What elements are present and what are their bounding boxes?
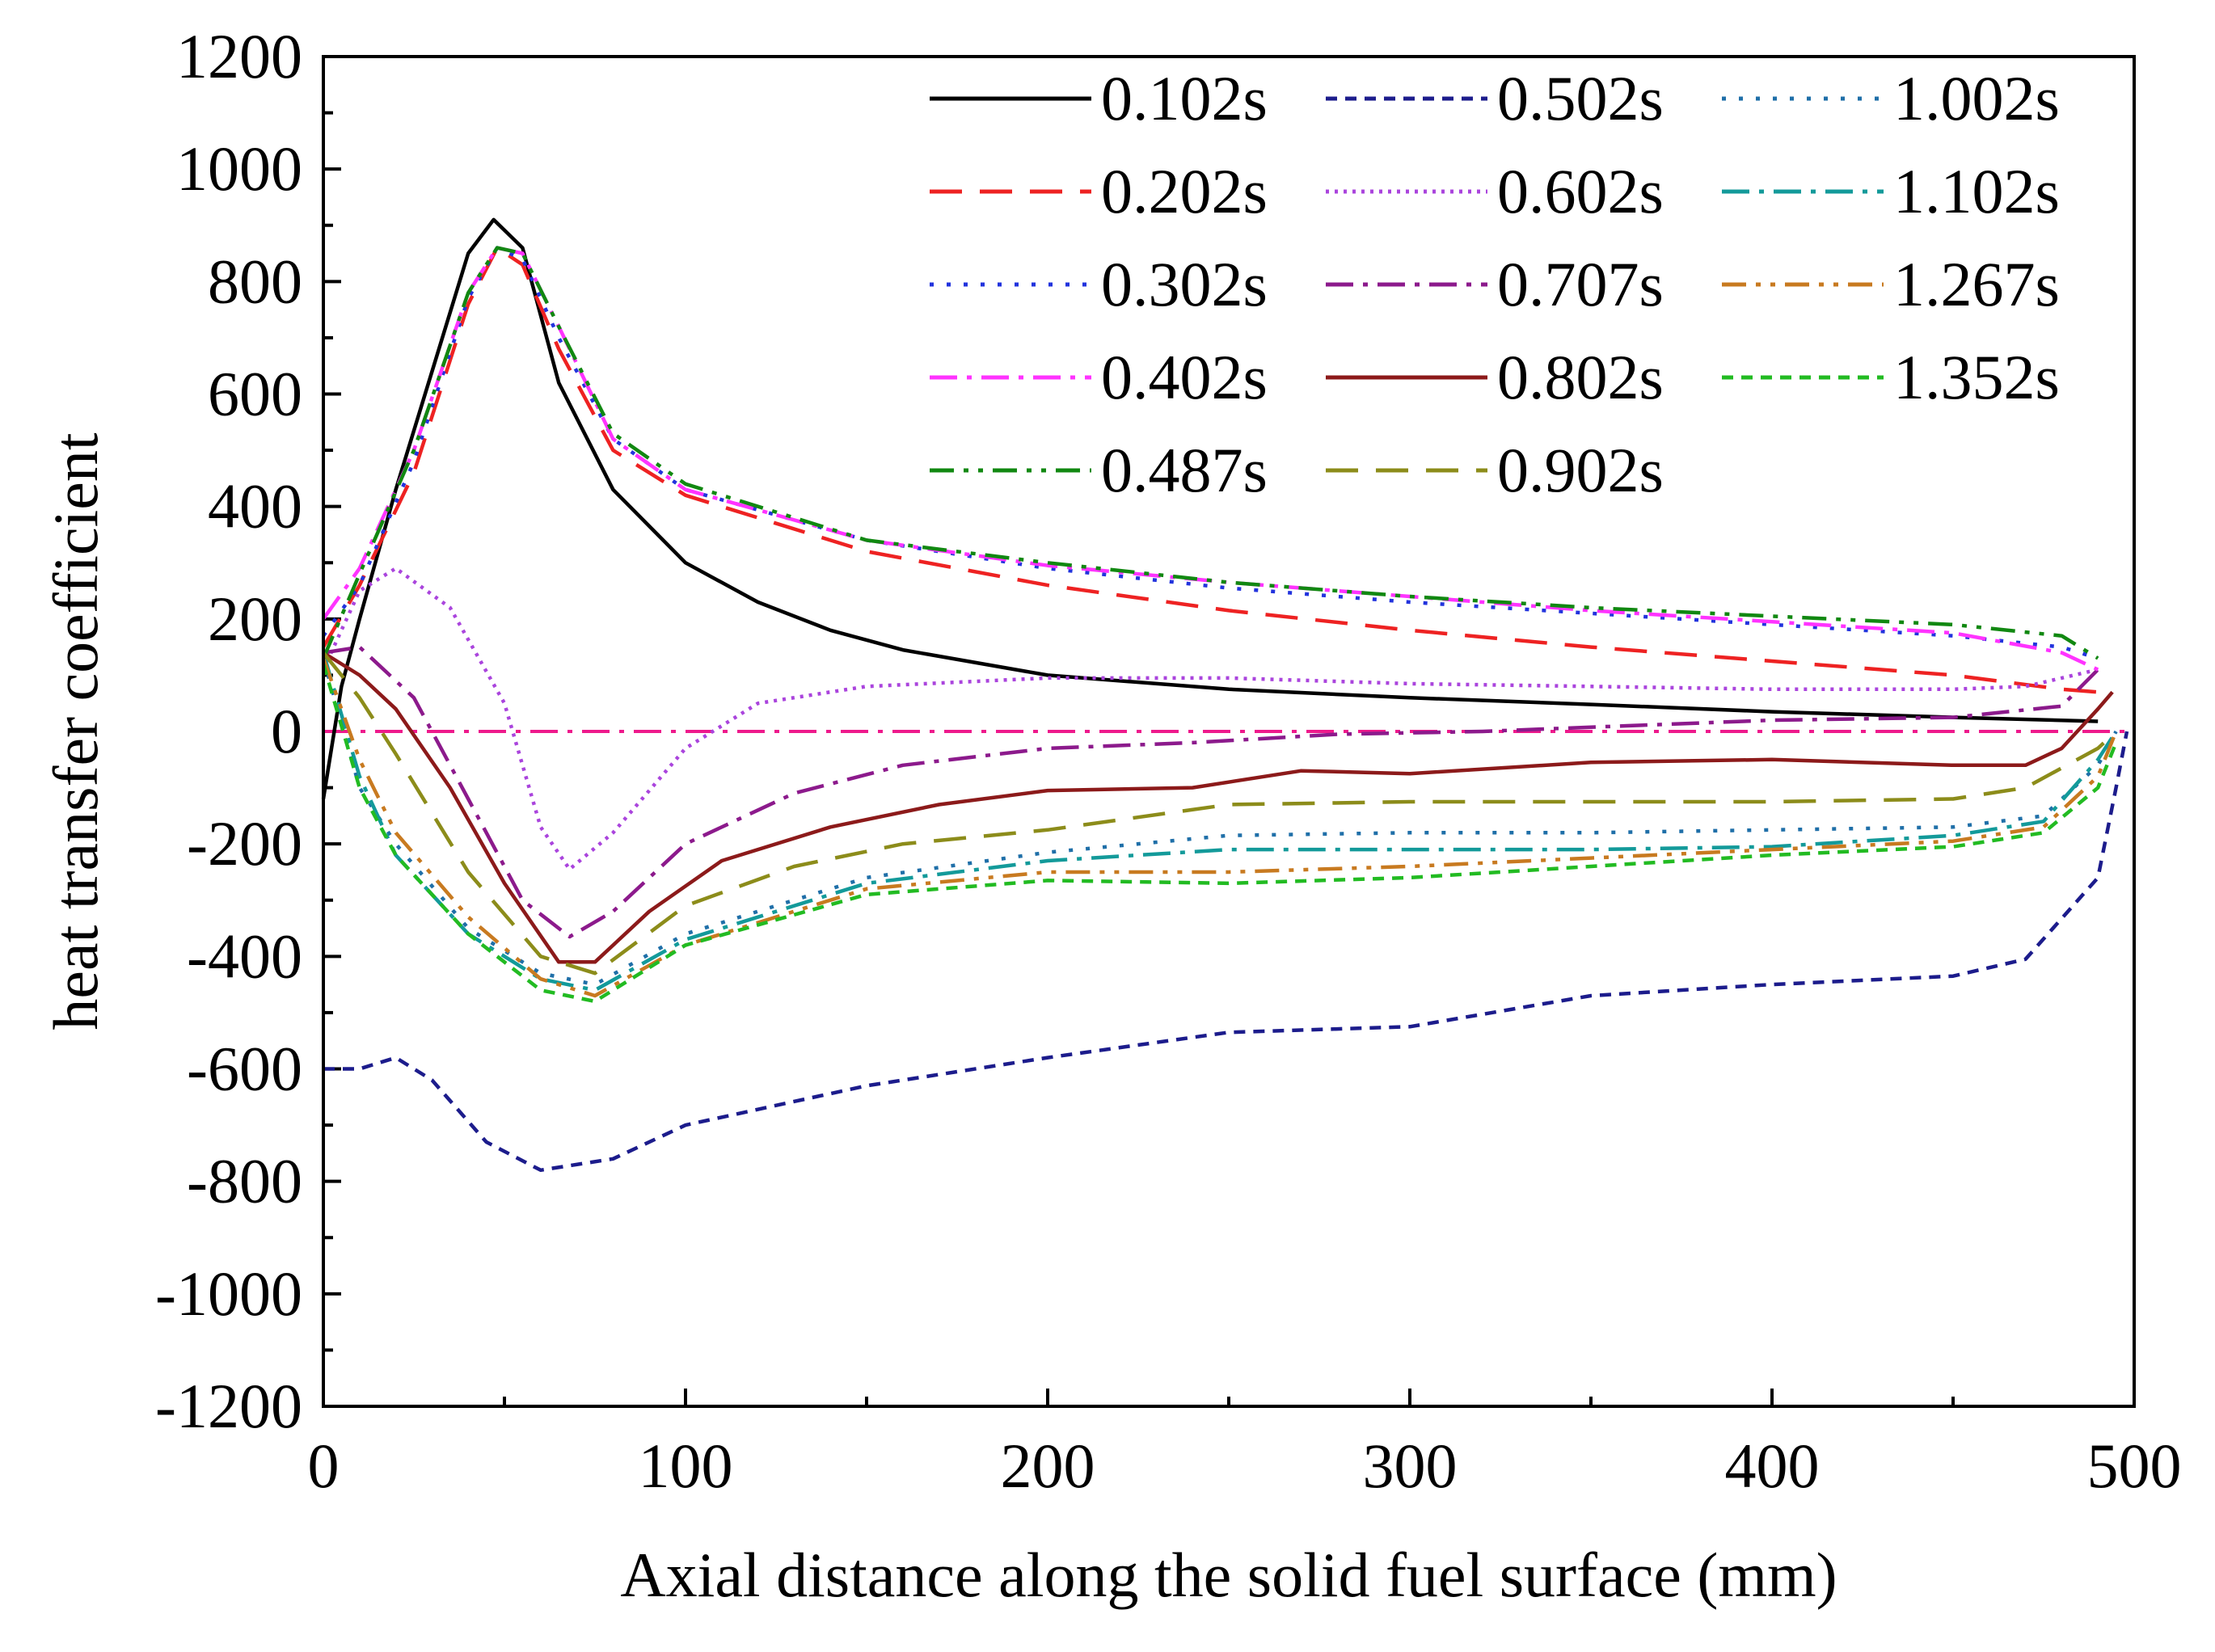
y-tick-label: 400	[208, 471, 302, 542]
series-line-0-302s	[322, 246, 2099, 660]
series-line-1-352s	[321, 663, 2118, 1004]
legend-label: 0.502s	[1497, 63, 1664, 133]
series-line-0-707s	[323, 645, 2099, 939]
legend-label: 1.002s	[1893, 63, 2060, 133]
y-tick-label: 1000	[176, 133, 302, 204]
plot-frame	[322, 55, 2136, 1408]
x-tick-label: 100	[639, 1431, 733, 1501]
legend-label: 0.602s	[1497, 156, 1664, 226]
x-axis-label: Axial distance along the solid fuel surf…	[620, 1540, 1837, 1610]
series-line-0-802s	[322, 651, 2114, 964]
x-tick-label: 200	[1001, 1431, 1095, 1501]
series-line-1-002s	[321, 657, 2118, 987]
y-tick-label: 200	[208, 584, 302, 654]
series-layer	[321, 217, 2134, 1173]
series-line-0-202s	[322, 246, 2099, 694]
legend-label: 0.302s	[1101, 249, 1268, 319]
y-tick-label: 800	[208, 246, 302, 316]
legend-label: 0.402s	[1101, 342, 1268, 412]
x-tick-label: 0	[308, 1431, 340, 1501]
series-line-0-602s	[321, 566, 2099, 871]
series-line-0-902s	[322, 651, 2118, 976]
y-tick-label: 1200	[176, 21, 302, 91]
y-tick-label: -400	[187, 921, 302, 991]
series-line-1-102s	[321, 651, 2118, 992]
legend-label: 0.202s	[1101, 156, 1268, 226]
y-tick-label: -800	[187, 1146, 302, 1216]
y-tick-label: 0	[271, 696, 302, 766]
y-tick-label: -600	[187, 1034, 302, 1104]
series-line-0-102s	[321, 217, 2099, 799]
series-line-0-502s	[323, 731, 2129, 1173]
legend-label: 0.802s	[1497, 342, 1664, 412]
x-tick-label: 500	[2087, 1431, 2182, 1501]
y-tick-label: -200	[187, 808, 302, 879]
legend-label: 0.487s	[1101, 435, 1268, 505]
x-tick-label: 300	[1363, 1431, 1458, 1501]
series-line-1-267s	[321, 657, 2118, 998]
legend-label: 0.707s	[1497, 249, 1664, 319]
legend-label: 0.102s	[1101, 63, 1268, 133]
y-tick-label: 600	[208, 359, 302, 429]
legend: 0.102s 0.202s 0.302s 0.402s 0.487s 0.502s 0.60…	[930, 63, 2060, 505]
x-ticks: 0 100 200 300 400 500	[308, 1389, 2182, 1501]
y-tick-label: -1200	[155, 1371, 302, 1441]
legend-label: 1.267s	[1893, 249, 2060, 319]
y-axis-label: heat transfer coefficient	[40, 432, 111, 1030]
legend-label: 0.902s	[1497, 435, 1664, 505]
y-tick-label: -1000	[155, 1258, 302, 1329]
legend-label: 1.102s	[1893, 156, 2060, 226]
series-line-0-487s	[321, 246, 2099, 660]
legend-label: 1.352s	[1893, 342, 2060, 412]
y-ticks: -1200 -1000 -800 -600 -400 -200 0 200 400 600 800 1…	[155, 21, 341, 1441]
x-tick-label: 400	[1725, 1431, 1820, 1501]
